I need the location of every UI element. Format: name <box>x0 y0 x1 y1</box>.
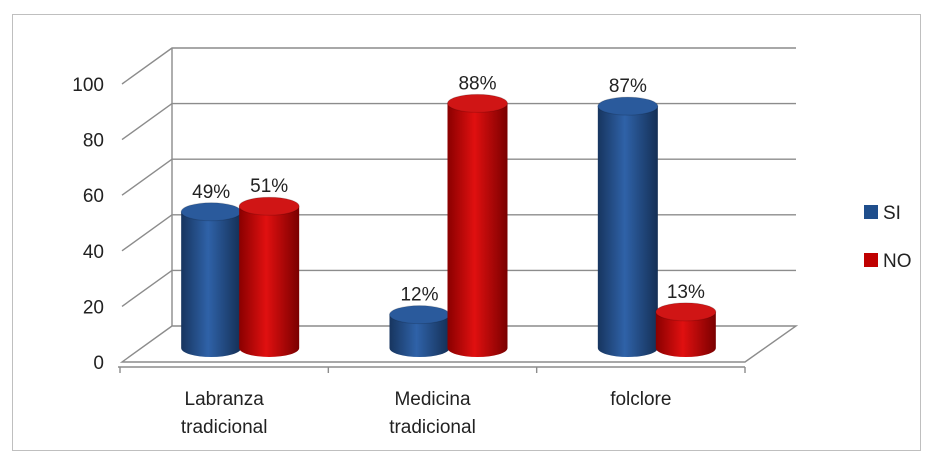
data-label: 88% <box>458 73 496 94</box>
chart-border <box>12 14 921 451</box>
bar-no-1 <box>447 93 508 357</box>
bar-no-0 <box>238 196 300 357</box>
data-label: 12% <box>400 285 438 306</box>
bar-top <box>180 202 242 222</box>
x-category-label: Labranza tradicional <box>181 389 268 438</box>
y-tick-label: 80 <box>83 131 104 152</box>
bar-top <box>389 305 450 325</box>
bar-si-1 <box>389 305 450 357</box>
x-category-label: folclore <box>610 389 671 410</box>
x-category-label: Medicina tradicional <box>389 389 476 438</box>
bar-body <box>655 311 716 357</box>
chart-floor <box>119 325 799 363</box>
legend-item-si: SI <box>864 203 901 224</box>
bar-top <box>238 196 300 216</box>
data-label: 13% <box>667 282 705 303</box>
bar-body <box>181 211 242 357</box>
legend-swatch <box>864 205 878 219</box>
y-tick-label: 0 <box>93 353 104 374</box>
bar-si-2 <box>597 96 659 357</box>
bar-si-0 <box>180 202 242 357</box>
legend-swatch <box>864 253 878 267</box>
data-label: 87% <box>609 76 647 97</box>
bar-top <box>447 93 508 113</box>
legend-label: NO <box>883 251 912 272</box>
y-tick-label: 40 <box>83 242 104 263</box>
y-tick-label: 60 <box>83 186 104 207</box>
bar-top <box>655 302 717 322</box>
data-label: 49% <box>192 182 230 203</box>
legend-label: SI <box>883 203 901 224</box>
bar-body <box>389 314 450 357</box>
bar-top <box>597 96 659 116</box>
bar-body <box>239 206 300 357</box>
y-tick-label: 20 <box>83 297 104 318</box>
y-tick-label: 100 <box>72 75 104 96</box>
bar-body <box>597 106 658 357</box>
legend-item-no: NO <box>864 251 912 272</box>
data-label: 51% <box>250 176 288 197</box>
bar-body <box>447 103 508 357</box>
bar-no-2 <box>655 302 717 357</box>
